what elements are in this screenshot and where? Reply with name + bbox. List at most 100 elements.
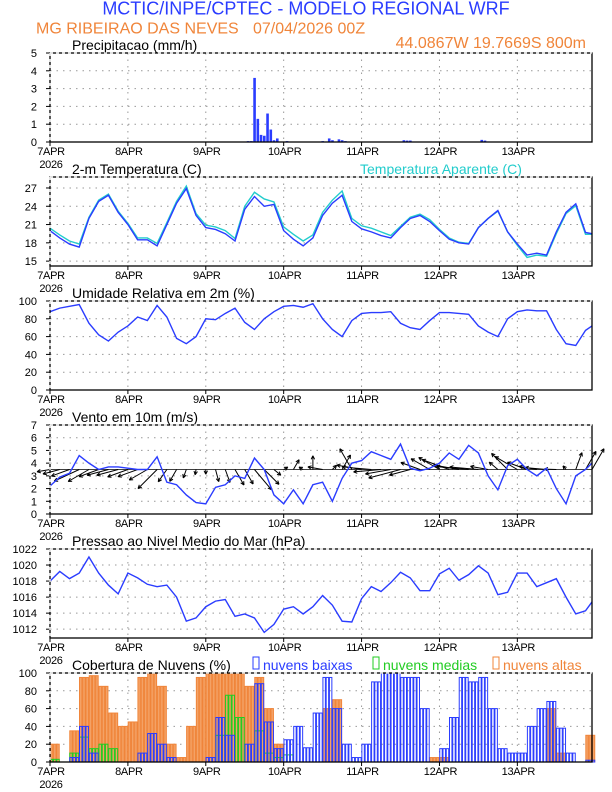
panel-title: Vento em 10m (m/s) — [72, 409, 198, 425]
wind-vector-arrow — [117, 469, 138, 478]
cloud-bar-nuvens-baixas — [484, 676, 489, 763]
legend-swatch — [372, 656, 380, 670]
panel-title: Pressao ao Nivel Medio do Mar (hPa) — [72, 533, 305, 549]
precip-bar — [266, 113, 269, 142]
x-tick-label: 9APR — [193, 394, 221, 406]
cloud-bar-nuvens-baixas — [497, 748, 502, 763]
x-tick-label: 13APR — [502, 642, 536, 654]
cloud-bar-nuvens-baixas — [286, 739, 291, 763]
wind-vector-arrow — [353, 469, 382, 474]
cloud-bar-nuvens-baixas — [293, 725, 297, 763]
x-tick-label: 13APR — [502, 394, 536, 406]
wind-vector-arrow — [310, 455, 316, 470]
x-tick-label: 11APR — [346, 394, 379, 406]
cloud-bar-nuvens-altas — [137, 676, 141, 763]
x-tick-label: 12APR — [424, 518, 458, 530]
precip-bar — [256, 118, 260, 142]
x-tick-label: 8APR — [115, 394, 143, 406]
wind-vector-arrow — [169, 469, 178, 482]
y-tick-label: 1020 — [13, 560, 37, 572]
cloud-bar-nuvens-baixas — [481, 676, 485, 763]
plot-area — [36, 442, 605, 506]
x-axis-year: 2026 — [39, 407, 62, 419]
y-tick-label: 20 — [25, 739, 37, 751]
y-tick-label: 60 — [25, 332, 37, 344]
y-tick-label: 6 — [31, 433, 37, 445]
cloud-bar-nuvens-baixas — [377, 681, 382, 763]
cloud-bar-nuvens-altas — [143, 676, 148, 763]
series-line-temp — [49, 187, 593, 256]
y-tick-label: 1016 — [13, 592, 37, 604]
wind-vector-arrow — [307, 465, 323, 470]
x-tick-label: 12APR — [424, 642, 458, 654]
cloud-bar-nuvens-altas — [591, 734, 596, 763]
cloud-bar-nuvens-baixas — [523, 752, 528, 763]
panel-pressure: 1012 1014 1016 1018 1020 1022 7APR 8APR 9APR 10AP… — [13, 533, 593, 667]
wind-vector-arrow — [368, 469, 401, 480]
x-tick-label: 9APR — [193, 518, 221, 530]
wind-vector-arrow — [157, 469, 168, 483]
precip-bar — [409, 140, 412, 142]
cloud-bar-nuvens-baixas — [374, 681, 378, 763]
wind-vector-arrow — [193, 469, 198, 476]
cloud-bar-nuvens-baixas — [458, 676, 463, 763]
cloud-bar-nuvens-altas — [189, 725, 193, 763]
wind-vector-arrow — [283, 466, 289, 471]
cloud-bar-nuvens-altas — [127, 721, 132, 763]
y-tick-label: 40 — [25, 349, 37, 361]
y-tick-label: 2 — [31, 101, 37, 113]
legend-label: Temperatura Aparente (C) — [360, 161, 522, 177]
cloud-bar-nuvens-baixas — [309, 747, 313, 763]
cloud-bar-nuvens-altas — [179, 757, 184, 763]
x-tick-label: 10APR — [268, 146, 302, 158]
cloud-bar-nuvens-baixas — [364, 743, 369, 763]
cloud-bar-nuvens-baixas — [358, 757, 362, 763]
cloud-bar-nuvens-altas — [117, 725, 122, 763]
x-axis-year: 2026 — [39, 283, 62, 295]
cloud-bar-nuvens-baixas — [354, 757, 359, 763]
wind-vector-arrow — [263, 469, 280, 485]
wind-vector-arrow — [107, 469, 129, 478]
y-tick-label: 27 — [25, 183, 37, 195]
cloud-bar-nuvens-baixas — [461, 676, 466, 763]
x-tick-label: 8APR — [115, 518, 143, 530]
cloud-bar-nuvens-baixas — [569, 752, 573, 763]
cloud-bar-nuvens-altas — [208, 672, 213, 763]
precip-bar — [405, 140, 409, 142]
x-tick-label: 13APR — [502, 518, 536, 530]
cloud-bar-nuvens-baixas — [491, 708, 495, 763]
cloud-bar-nuvens-baixas — [517, 752, 521, 763]
wind-vector-arrow — [128, 469, 148, 481]
plot-frame — [49, 300, 593, 391]
x-tick-label: 13APR — [502, 270, 536, 282]
wind-vector-arrow — [86, 469, 109, 477]
cloud-bar-nuvens-baixas — [474, 681, 479, 763]
panel-title: Umidade Relativa em 2m (%) — [72, 285, 255, 301]
x-tick-label: 7APR — [37, 642, 65, 654]
cloud-bar-nuvens-altas — [195, 676, 200, 763]
wind-vector-arrow — [182, 469, 187, 479]
location-name: MG RIBEIRAO DAS NEVES — [36, 21, 239, 38]
cloud-bar-nuvens-baixas — [504, 748, 508, 763]
run-time: 07/04/2026 00Z — [253, 21, 365, 38]
cloud-bar-nuvens-altas — [588, 734, 593, 763]
x-tick-label: 11APR — [346, 642, 379, 654]
x-tick-label: 12APR — [424, 270, 458, 282]
cloud-bar-nuvens-altas — [212, 672, 216, 763]
cloud-bar-nuvens-baixas — [513, 752, 518, 763]
wind-vector-arrow — [449, 465, 479, 470]
precip-bar — [331, 140, 334, 142]
x-tick-label: 10APR — [268, 270, 302, 282]
wind-vector-arrow — [96, 469, 119, 477]
cloud-bar-nuvens-baixas — [572, 752, 576, 763]
wind-vector-arrow — [332, 464, 338, 470]
y-tick-label: 40 — [25, 721, 37, 733]
cloud-bar-nuvens-baixas — [526, 725, 531, 763]
wind-vector-arrow — [137, 469, 158, 490]
cloud-bar-nuvens-baixas — [507, 752, 511, 763]
precip-bar — [259, 134, 263, 142]
y-tick-label: 5 — [31, 445, 37, 457]
cloud-bar-nuvens-altas — [585, 734, 589, 763]
chart-header-title: MCTIC/INPE/CPTEC - MODELO REGIONAL WRF — [102, 0, 509, 19]
cloud-bar-nuvens-baixas — [397, 672, 401, 763]
